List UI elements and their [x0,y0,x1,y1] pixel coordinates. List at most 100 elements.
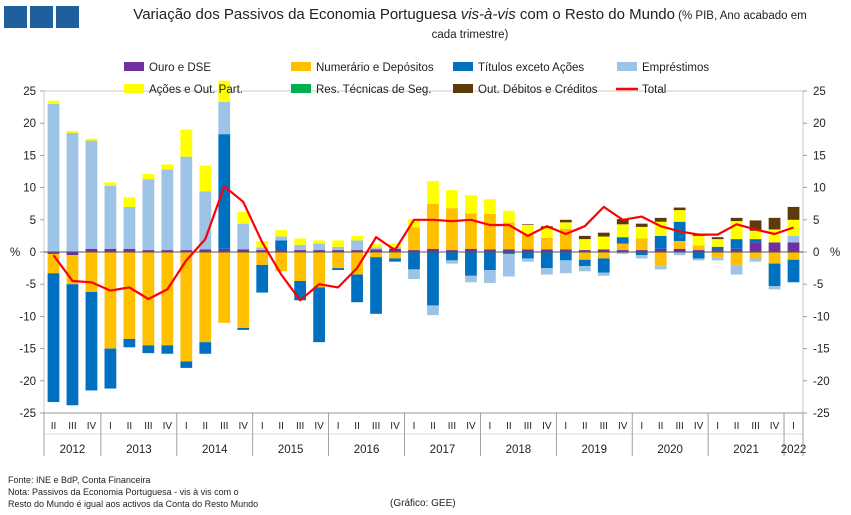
bar-segment [768,217,781,230]
quarter-label: II [354,421,360,432]
y-tick-label-right: 20 [813,118,826,130]
quarter-label: I [261,421,264,432]
bar-segment [768,242,781,252]
bar-segment [578,252,591,260]
bar-segment [85,252,98,292]
bar-segment [351,274,363,303]
quarter-label: IV [239,421,249,432]
bar-segment [104,252,117,349]
y-tick-label-right: -10 [813,311,830,323]
bar-segment [123,206,136,249]
bar-segment [465,248,477,252]
bar-segment [635,223,648,227]
bar-segment [370,247,382,250]
bar-segment [218,134,231,249]
legend-label: Ouro e DSE [149,62,211,74]
bar-segment [578,239,591,251]
quarter-label: III [144,421,152,432]
bar-segment [654,252,667,267]
legend-swatch [617,62,637,71]
quarter-label: III [751,421,759,432]
bar-segment [635,250,648,252]
y-tick-label-left: 5 [30,215,36,227]
bar-segment [351,240,363,251]
quarter-label: I [185,421,188,432]
quarter-label: II [506,421,512,432]
year-label: 2016 [354,444,380,456]
bar-segment [730,248,743,252]
quarter-label: I [489,421,492,432]
bar-segment [180,156,193,251]
bar-segment [730,264,743,275]
bar-segment [85,138,98,141]
bar-segment [635,226,648,239]
bar-segment [142,179,155,251]
bar-segment [332,246,344,251]
year-label: 2014 [202,444,228,456]
bar-segment [389,252,401,259]
bar-segment [578,250,591,252]
bar-segment [47,100,60,104]
legend-label: Res. Técnicas de Seg. [316,84,432,96]
bar-segment [597,236,610,250]
quarter-label: IV [466,421,476,432]
bar-segment [484,252,496,271]
y-tick-label-left: -10 [19,311,36,323]
y-tick-label-left: -20 [19,376,36,388]
logo-block-3 [56,6,79,28]
bar-segment [408,269,420,280]
bar-segment [370,249,382,252]
bar-segment [313,240,326,244]
bar-segment [408,250,420,252]
footer-source: Fonte: INE e BdP, Conta Financeira [8,475,151,485]
bar-segment [768,286,781,290]
bar-segment [47,103,60,252]
quarter-label: IV [770,421,780,432]
bar-segment [787,206,800,220]
bar-segment [313,287,326,343]
bar-segment [446,208,458,251]
bar-segment [313,243,326,251]
bar-segment [256,247,269,251]
year-label: 2015 [278,444,304,456]
quarter-label: IV [542,421,552,432]
bar-segment [730,217,743,222]
bar-segment [540,249,553,252]
y-tick-label-right: -20 [813,376,830,388]
quarter-label: II [203,421,209,432]
bar-segment [237,252,250,328]
quarter-label: III [220,421,228,432]
bar-segment [161,164,174,170]
bar-segment [85,140,98,249]
quarter-label: IV [163,421,173,432]
bar-segment [673,241,686,249]
bar-segment [161,250,174,252]
legend-swatch [453,62,473,71]
bar-segment [275,252,288,272]
bar-segment [787,259,800,283]
bar-segment [427,181,439,204]
bar-segment [370,244,382,248]
bar-segment [787,252,800,260]
bar-segment [313,250,326,252]
bar-segment [47,252,60,254]
legend-swatch [124,84,144,93]
bar-segment [597,272,610,276]
bar-segment [199,342,212,354]
quarter-label: II [582,421,588,432]
bar-segment [142,250,155,252]
bar-segment [521,234,534,250]
year-label: 2018 [506,444,532,456]
bar-segment [237,212,250,224]
legend-label: Ações e Out. Part. [149,84,243,96]
bar-segment [66,255,79,285]
bar-segment [616,243,629,251]
bar-segment [351,252,363,275]
bar-segment [711,252,724,258]
quarter-label: II [430,421,436,432]
bar-segment [142,174,155,180]
bar-segment [768,229,781,243]
bar-segment [294,252,307,281]
quarter-label: I [792,421,795,432]
bar-segment [654,221,667,236]
